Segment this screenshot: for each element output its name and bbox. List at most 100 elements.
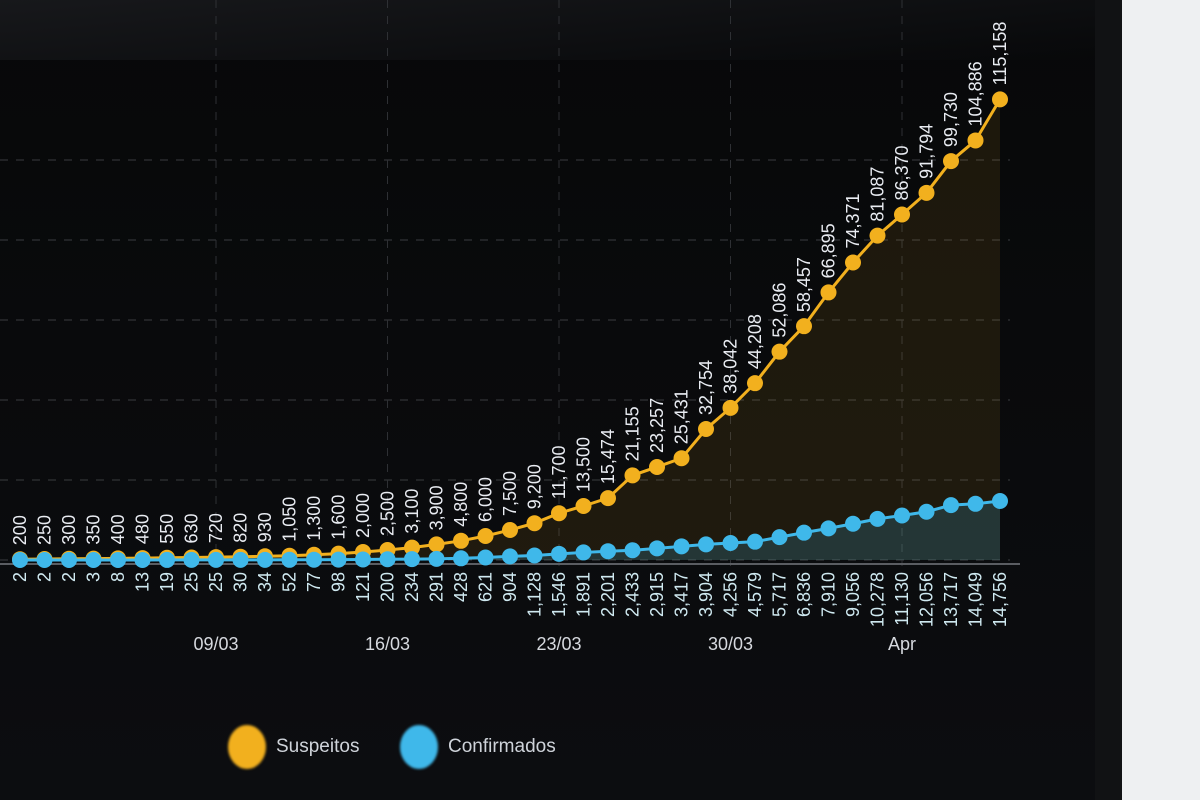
data-label-confirmados: 6,836 bbox=[794, 572, 814, 617]
data-point bbox=[771, 343, 788, 360]
data-label-suspeitos: 91,794 bbox=[917, 124, 937, 179]
data-label-suspeitos: 4,800 bbox=[451, 482, 471, 527]
data-point bbox=[453, 532, 469, 549]
data-label-suspeitos: 81,087 bbox=[868, 167, 888, 222]
data-point bbox=[992, 91, 1008, 108]
data-label-confirmados: 291 bbox=[427, 572, 447, 602]
data-label-confirmados: 4,579 bbox=[745, 572, 765, 617]
data-point bbox=[575, 544, 592, 561]
data-point bbox=[404, 551, 420, 568]
data-point bbox=[967, 495, 984, 512]
data-point bbox=[673, 538, 690, 555]
data-label-confirmados: 7,910 bbox=[819, 572, 839, 617]
legend-item-suspeitos[interactable]: Suspeitos bbox=[228, 725, 359, 769]
data-label-suspeitos: 23,257 bbox=[647, 398, 667, 453]
data-label-confirmados: 3,417 bbox=[672, 572, 692, 617]
data-label-suspeitos: 21,155 bbox=[623, 406, 643, 461]
data-point bbox=[61, 551, 77, 568]
data-point bbox=[257, 551, 273, 568]
data-point bbox=[698, 536, 714, 553]
legend-item-confirmados[interactable]: Confirmados bbox=[400, 725, 556, 769]
data-label-suspeitos: 11,700 bbox=[549, 445, 569, 499]
data-label-suspeitos: 480 bbox=[133, 514, 153, 544]
data-label-confirmados: 621 bbox=[476, 572, 496, 602]
data-label-suspeitos: 44,208 bbox=[745, 314, 765, 369]
data-label-confirmados: 121 bbox=[353, 572, 373, 602]
data-label-confirmados: 30 bbox=[231, 572, 251, 592]
data-label-confirmados: 1,546 bbox=[549, 572, 569, 617]
data-point bbox=[600, 490, 616, 507]
data-point bbox=[232, 551, 249, 568]
data-point bbox=[134, 551, 151, 568]
data-point bbox=[477, 549, 494, 566]
data-label-confirmados: 2 bbox=[59, 572, 79, 582]
data-point bbox=[526, 547, 543, 564]
data-label-confirmados: 52 bbox=[280, 572, 300, 592]
data-label-suspeitos: 6,000 bbox=[476, 477, 496, 522]
data-point bbox=[918, 503, 935, 520]
legend-label-suspeitos: Suspeitos bbox=[276, 736, 360, 757]
data-label-confirmados: 5,717 bbox=[770, 572, 790, 617]
legend-swatch-confirmados bbox=[400, 725, 438, 769]
data-point bbox=[967, 132, 984, 149]
data-label-confirmados: 9,056 bbox=[843, 572, 863, 617]
data-label-confirmados: 4,256 bbox=[721, 572, 741, 617]
data-point bbox=[624, 467, 641, 484]
data-label-confirmados: 1,128 bbox=[525, 572, 545, 617]
background-wall bbox=[1122, 0, 1200, 800]
data-point bbox=[649, 458, 665, 475]
data-label-suspeitos: 32,754 bbox=[696, 360, 716, 415]
monitor-bezel bbox=[1095, 0, 1125, 800]
data-label-suspeitos: 7,500 bbox=[500, 471, 520, 516]
data-label-suspeitos: 3,900 bbox=[427, 485, 447, 530]
data-label-suspeitos: 1,050 bbox=[280, 497, 300, 542]
data-point bbox=[820, 284, 837, 301]
data-label-confirmados: 13 bbox=[133, 572, 153, 592]
data-label-confirmados: 12,056 bbox=[917, 572, 937, 627]
area-suspeitos bbox=[20, 99, 1000, 561]
data-label-confirmados: 2 bbox=[35, 572, 55, 582]
data-label-confirmados: 77 bbox=[304, 572, 324, 592]
data-point bbox=[992, 492, 1008, 509]
data-point bbox=[845, 254, 861, 271]
data-point bbox=[820, 520, 837, 537]
data-label-confirmados: 2,915 bbox=[647, 572, 667, 617]
data-point bbox=[575, 498, 592, 514]
data-point bbox=[747, 533, 763, 550]
data-label-confirmados: 13,717 bbox=[941, 572, 961, 627]
data-label-confirmados: 234 bbox=[402, 572, 422, 602]
data-label-confirmados: 2,433 bbox=[623, 572, 643, 617]
x-tick-label: 23/03 bbox=[536, 634, 581, 654]
data-label-suspeitos: 104,886 bbox=[966, 61, 986, 126]
data-point bbox=[673, 450, 690, 467]
data-point bbox=[379, 551, 396, 568]
data-point bbox=[722, 399, 739, 416]
data-point bbox=[698, 420, 714, 437]
data-point bbox=[943, 153, 959, 170]
data-label-confirmados: 428 bbox=[451, 572, 471, 602]
data-label-confirmados: 25 bbox=[206, 572, 226, 592]
data-label-suspeitos: 1,300 bbox=[304, 496, 324, 541]
data-point bbox=[771, 529, 788, 546]
data-point bbox=[355, 551, 371, 568]
data-point bbox=[85, 551, 102, 568]
data-point bbox=[943, 497, 959, 514]
data-point bbox=[526, 515, 543, 532]
data-point bbox=[796, 524, 812, 541]
data-point bbox=[747, 375, 763, 392]
data-point bbox=[110, 551, 126, 568]
data-point bbox=[796, 318, 812, 335]
data-point bbox=[551, 505, 567, 522]
data-label-suspeitos: 720 bbox=[206, 513, 226, 543]
data-label-suspeitos: 250 bbox=[35, 515, 55, 545]
data-label-suspeitos: 350 bbox=[84, 515, 104, 545]
data-point bbox=[453, 550, 469, 567]
data-point bbox=[894, 206, 910, 223]
data-point bbox=[404, 539, 420, 556]
data-label-suspeitos: 13,500 bbox=[574, 437, 594, 492]
data-label-suspeitos: 820 bbox=[231, 513, 251, 543]
data-point bbox=[306, 551, 322, 568]
data-label-suspeitos: 52,086 bbox=[770, 283, 790, 338]
data-point bbox=[12, 551, 28, 568]
data-label-confirmados: 10,278 bbox=[868, 572, 888, 627]
